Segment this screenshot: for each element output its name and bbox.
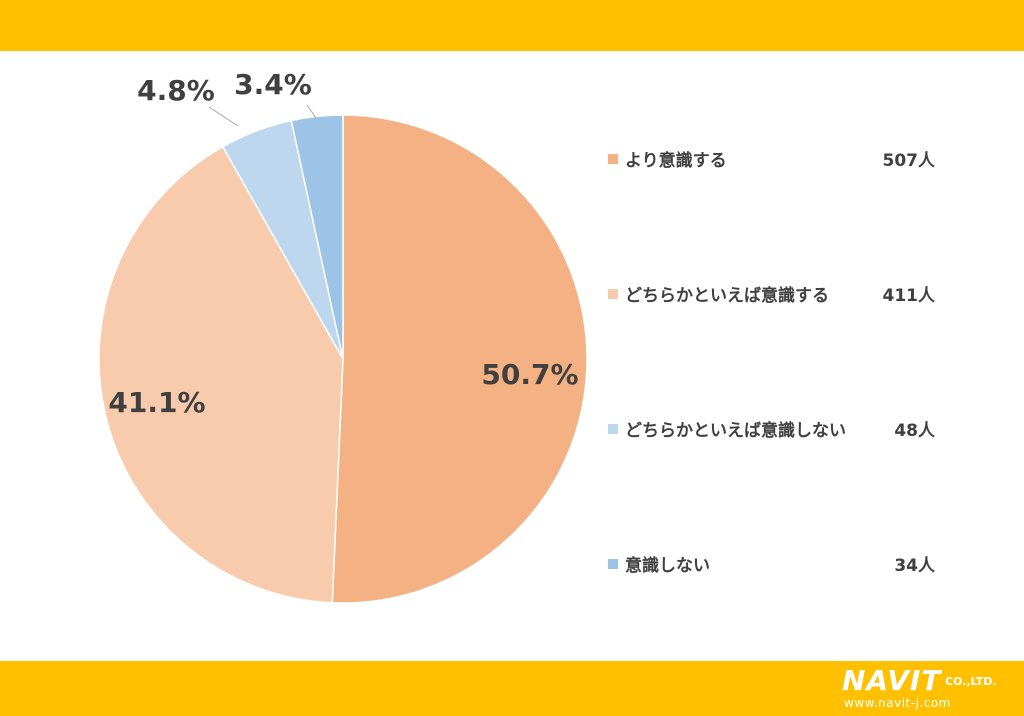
logo-url: www.navit-j.com [844,696,951,710]
top-band [0,0,1024,51]
pie-slice [290,114,344,360]
value-labels: 50.7% 41.1% 4.8% 3.4% [108,68,578,419]
legend-label: より意識する [625,150,727,171]
legend-label: どちらかといえば意識しない [625,420,846,441]
pie-slices [98,114,588,604]
slice-value-label: 3.4% [234,68,312,101]
leader-line [306,104,317,119]
legend-count: 34人 [894,556,936,576]
legend-swatch [608,289,618,299]
slice-value-label: 4.8% [137,74,215,107]
legend-swatch [608,559,618,569]
legend-count: 507人 [883,151,936,171]
legend-swatch [608,424,618,434]
legend-count: 48人 [894,421,936,441]
logo-suffix: CO.,LTD. [945,675,997,688]
slice-value-label: 41.1% [108,386,205,419]
leader-line [208,106,239,127]
pie-slice [98,145,344,604]
navit-logo: NAVIT CO.,LTD. www.navit-j.com [842,666,1014,712]
pie-slice [331,114,588,604]
legend-label: どちらかといえば意識する [625,285,829,306]
slice-value-label: 50.7% [481,358,578,391]
legend-count: 411人 [883,286,936,306]
bottom-band [0,661,1024,716]
legend-label: 意識しない [625,555,710,576]
legend-swatch [608,154,618,164]
leader-lines [208,104,317,127]
logo-name: NAVIT [842,664,942,697]
